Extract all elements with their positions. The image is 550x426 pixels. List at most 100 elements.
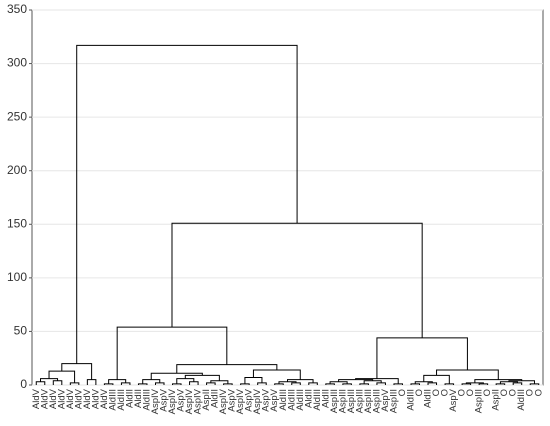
leaf-label: AspIV [252, 388, 263, 414]
leaf-label: AldII [423, 389, 434, 408]
leaf-label: O [414, 389, 425, 396]
y-tick-label: 250 [7, 109, 27, 123]
dendrogram-link [444, 383, 455, 385]
leaf-label: AspIII [346, 389, 357, 413]
dendrogram-link [103, 383, 114, 385]
y-tick-label: 100 [7, 270, 27, 284]
leaf-label: AldIII [107, 389, 118, 411]
leaf-label: AldV [56, 388, 67, 409]
leaf-label: AldIII [516, 389, 527, 411]
leaf-label: AspV [261, 388, 272, 411]
y-tick-label: 200 [7, 163, 27, 177]
dendrogram-link [474, 379, 523, 383]
leaf-label: AldIII [278, 389, 289, 411]
dendrogram-link [189, 381, 199, 385]
leaf-label: AspIV [193, 388, 204, 414]
leaf-label: AspV [269, 388, 280, 411]
leaf-label: AspV [380, 388, 391, 411]
y-tick-label: 0 [20, 377, 27, 391]
dendrogram-link [478, 383, 489, 385]
dendrogram-link [499, 381, 518, 384]
leaf-label: AldIII [312, 389, 323, 411]
dendrogram-link [278, 381, 297, 384]
leaf-label: AspIII [388, 389, 399, 413]
dendrogram-link [142, 379, 161, 384]
dendrogram-link [338, 379, 374, 382]
leaf-label: AldII [210, 389, 221, 408]
leaf-label: O [465, 389, 476, 396]
dendrogram-link [287, 379, 314, 383]
leaf-label: AldV [65, 388, 76, 409]
leaf-label: AspIII [474, 389, 485, 413]
leaf-label: O [397, 389, 408, 396]
dendrogram-link [393, 383, 403, 385]
leaf-label: AspIV [235, 388, 246, 414]
dendrogram-link [274, 383, 284, 385]
leaf-label: AldV [82, 388, 93, 409]
dendrogram-link [329, 381, 348, 384]
dendrogram-link [359, 383, 369, 385]
leaf-label: AldIII [286, 389, 297, 411]
dendrogram-link [76, 44, 298, 364]
dendrogram-link [86, 379, 97, 385]
leaf-label: AspIV [184, 388, 195, 414]
leaf-label: AldV [31, 388, 42, 409]
leaf-label: O [499, 389, 510, 396]
leaf-label: AspIV [150, 388, 161, 414]
leaf-label: AspII [491, 389, 502, 411]
leaf-label: AspIII [337, 389, 348, 413]
y-tick-label: 150 [7, 216, 27, 230]
leaf-label: AspV [448, 388, 459, 411]
leaf-label: AspIV [167, 388, 178, 414]
leaf-label: AspV [176, 388, 187, 411]
y-tick-label: 350 [7, 2, 27, 16]
leaf-label: AldV [90, 388, 101, 409]
dendrogram-link [414, 381, 433, 384]
dendrogram-link [108, 379, 127, 384]
leaf-label: AspIII [354, 389, 365, 413]
leaf-label: AspIV [218, 388, 229, 414]
leaf-label: AldIII [141, 389, 152, 411]
leaf-label: AldV [99, 388, 110, 409]
leaf-label: AldIII [295, 389, 306, 411]
leaf-label: O [533, 389, 544, 396]
leaf-label: O [482, 389, 493, 396]
leaf-label: AspIII [329, 389, 340, 413]
dendrogram-link [240, 383, 250, 385]
dendrogram-link [35, 381, 46, 385]
leaf-label: O [440, 389, 451, 396]
dendrogram-link [176, 364, 278, 374]
y-tick-label: 300 [7, 56, 27, 70]
dendrogram-link [461, 383, 472, 385]
dendrogram-link [116, 326, 228, 380]
leaf-label: AspII [201, 389, 212, 411]
leaf-label: AldII [133, 389, 144, 408]
dendrogram-link [342, 383, 352, 385]
leaf-label: AspV [227, 388, 238, 411]
dendrogram-link [495, 383, 506, 385]
leaf-label: AldII [303, 389, 314, 408]
leaf-label: AldIII [406, 389, 417, 411]
leaf-label: AspV [244, 388, 255, 411]
plot-frame [31, 9, 544, 386]
leaf-label: AspIII [371, 389, 382, 413]
dendrogram-link [529, 383, 540, 385]
dendrogram-link [172, 383, 182, 385]
leaf-label: O [525, 389, 536, 396]
dendrogram-link [137, 383, 148, 385]
leaf-label: AldII [124, 389, 135, 408]
leaf-label: AspV [159, 388, 170, 411]
dendrogram-link [410, 383, 421, 385]
y-tick-label: 50 [14, 324, 28, 338]
leaf-label: AldV [73, 388, 84, 409]
leaf-label: O [508, 389, 519, 396]
leaf-label: AldII [320, 389, 331, 408]
leaf-label: O [431, 389, 442, 396]
leaf-label: O [457, 389, 468, 396]
leaf-label: AldIII [116, 389, 127, 411]
dendrogram-link [223, 383, 233, 385]
leaf-label: AldV [48, 388, 59, 409]
leaf-label: AldV [39, 388, 50, 409]
